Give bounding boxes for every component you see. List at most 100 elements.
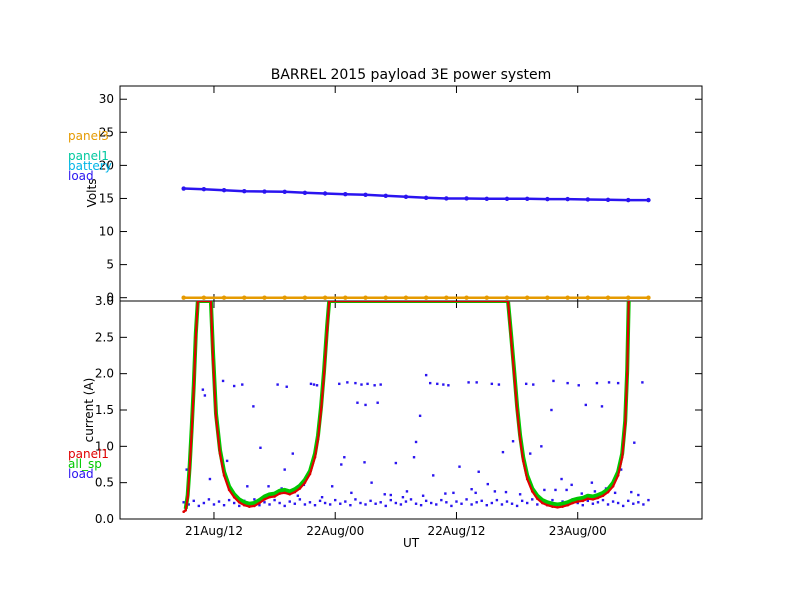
current-point-all-sp [273,492,276,495]
current-point-load [490,382,494,386]
current-point-all-sp [248,502,251,506]
current-point-load [455,500,458,503]
current-point-load [595,381,599,385]
voltage-y-tick-label: 25 [99,125,114,139]
current-y-axis: 0.0 0.5 1.0 1.5 2.0 2.5 3.0 [95,294,702,526]
current-point-load [586,499,590,503]
current-point-load [285,385,288,388]
current-point-load [276,383,279,386]
current-point-load [318,499,322,503]
current-x-tick-label: 21Aug/12 [185,524,243,538]
current-point-load [606,503,610,506]
current-point-load [520,499,524,503]
current-point-load [452,491,455,495]
current-point-panel1 [601,494,605,498]
current-point-load [389,498,392,502]
current-legend-panel1: panel1 [68,447,109,461]
current-point-load [554,488,557,492]
current-point-panel1 [561,505,564,508]
current-point-load [221,379,225,383]
current-point-panel1 [227,488,231,492]
current-point-panel1 [515,408,519,412]
current-point-load [584,403,588,407]
current-point-load [308,501,312,504]
current-point-load [370,481,373,484]
current-point-panel1 [263,498,266,501]
chart-title: BARREL 2015 payload 3E power system [271,67,551,83]
current-panel: 0.0 0.5 1.0 1.5 2.0 2.5 3.0 21Aug/12 22Aug/00 22… [68,294,703,550]
current-point-load [419,503,423,507]
current-point-load [470,488,473,491]
current-point-load [232,384,236,388]
current-point-load [432,474,435,477]
current-point-load [566,381,569,385]
current-point-load [460,502,463,505]
current-point-load [296,494,300,497]
current-point-load [404,500,408,503]
current-point-panel1 [211,357,215,361]
current-point-panel1 [190,430,194,434]
current-point-load [581,503,584,507]
current-y-axis-label: current (A) [82,378,96,443]
current-point-load [616,381,620,385]
current-point-load [430,501,433,505]
current-point-all-sp [541,498,544,502]
current-x-tick-label: 22Aug/00 [306,524,364,538]
current-point-load [379,383,382,386]
current-point-panel1 [325,328,329,332]
current-point-load [379,501,382,504]
current-point-load [619,468,623,471]
current-point-load [580,492,583,495]
current-point-panel1 [541,501,544,505]
current-point-panel1 [316,437,320,441]
current-point-all-sp [263,495,266,498]
voltage-series [181,186,651,300]
current-point-load [338,382,341,386]
current-point-load [187,503,190,506]
current-point-load [253,498,256,501]
current-point-load [394,461,398,465]
current-point-load [529,452,532,455]
current-point-panel1 [571,501,574,505]
current-point-panel1 [298,487,302,490]
current-point-panel1 [616,474,620,477]
current-point-load [550,408,553,412]
current-point-panel1 [512,372,516,375]
voltage-line-load [183,187,649,202]
current-point-panel1 [273,495,276,498]
current-point-panel1 [521,459,525,463]
current-point-panel1 [184,508,187,512]
current-point-load [323,501,327,505]
current-point-load [182,501,185,504]
current-point-load [350,491,353,495]
current-point-load [444,492,447,495]
current-point-load [217,500,221,503]
current-point-all-sp [571,498,574,502]
current-point-load [373,384,376,387]
current-point-load [486,482,489,486]
current-x-axis: 21Aug/12 22Aug/00 22Aug/12 23Aug/00 [185,301,607,538]
voltage-panel: 0 5 10 15 20 25 30 Volts panel3 panel1 battery… [68,85,703,305]
current-point-panel1 [627,301,631,303]
voltage-y-tick-label: 10 [99,225,114,239]
current-point-load [339,502,342,505]
current-point-all-sp [278,489,281,492]
current-point-load [532,383,535,386]
current-point-panel1 [536,497,539,500]
current-point-load [632,502,635,505]
current-point-load [501,450,505,454]
current-point-panel1 [319,408,323,412]
current-point-load [436,382,439,386]
voltage-y-tick-label: 5 [106,258,114,272]
current-point-load [363,461,366,464]
current-point-panel1 [258,501,261,505]
voltage-y-tick-label: 0 [106,291,114,305]
current-point-load [561,500,564,503]
current-y-tick-label: 0.0 [95,512,114,526]
current-point-load [414,440,418,444]
current-point-load [490,501,494,505]
current-point-load [616,501,620,505]
current-point-load [312,383,316,386]
current-point-load [344,500,347,503]
